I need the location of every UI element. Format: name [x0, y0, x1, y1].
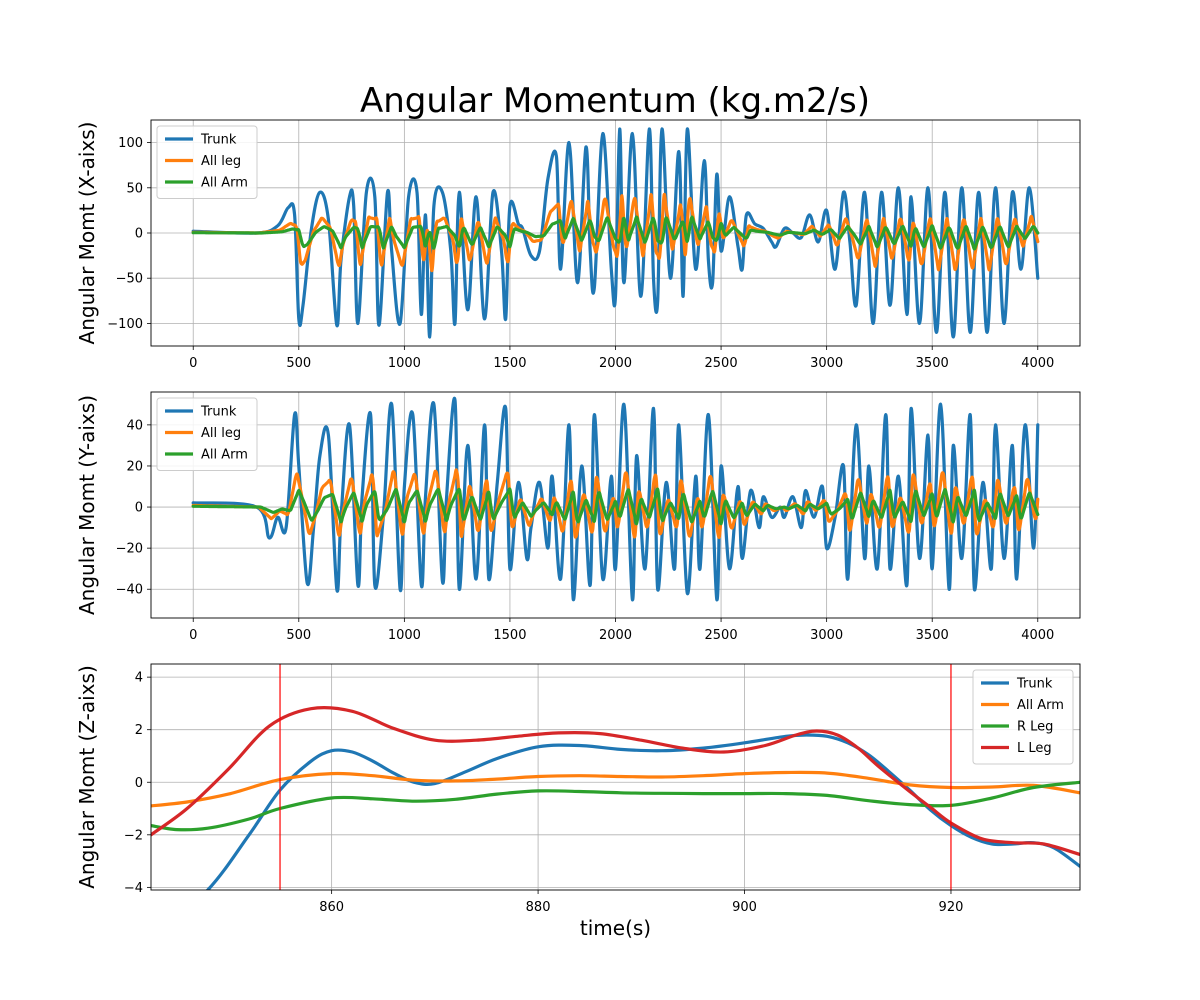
y-axis-label: Angular Momt (Y-aixs) [75, 395, 99, 615]
x-tick-label: 1000 [388, 356, 421, 371]
y-tick-label: −2 [124, 828, 143, 843]
series-line-r-leg [151, 780, 1080, 832]
y-axis-momentum-chart: 0 500 1000 1500 2000 2500 3000 3500 4000 −40 −20 0 2… [75, 391, 1081, 643]
y-tick-label: 0 [135, 227, 143, 242]
legend-label: All leg [201, 154, 241, 169]
y-tick-label: 4 [135, 671, 143, 686]
y-tick-label: 0 [135, 501, 143, 516]
x-tick-label: 900 [732, 900, 757, 915]
x-tick-label: 3000 [810, 356, 843, 371]
x-tick-label: 2000 [599, 356, 632, 371]
x-tick-label: 500 [286, 356, 311, 371]
series-line-trunk [191, 396, 1040, 602]
legend-label: Trunk [200, 405, 237, 420]
x-tick-label: 2000 [599, 628, 632, 643]
y-axis-label: Angular Momt (Z-aixs) [75, 665, 99, 889]
x-tick-label: 860 [319, 900, 344, 915]
series-line-all-arm [151, 770, 1080, 808]
x-tick-label: 3500 [916, 628, 949, 643]
x-tick-label: 3500 [916, 356, 949, 371]
y-tick-label: 50 [126, 181, 143, 196]
x-tick-label: 880 [526, 900, 551, 915]
y-tick-label: −20 [116, 542, 143, 557]
series-line-l-leg [151, 705, 1080, 857]
y-tick-label: 2 [135, 723, 143, 738]
series-line-trunk [191, 127, 1040, 339]
x-tick-label: 3000 [810, 628, 843, 643]
x-axis-label: time(s) [580, 916, 651, 940]
legend-label: All Arm [201, 176, 248, 191]
y-tick-label: 40 [126, 418, 143, 433]
legend: Trunk All leg All Arm [156, 397, 258, 471]
x-tick-label: 4000 [1021, 628, 1054, 643]
legend-label: All Arm [201, 448, 248, 463]
x-tick-label: 1000 [388, 628, 421, 643]
x-tick-label: 0 [189, 628, 197, 643]
y-tick-label: −50 [116, 272, 143, 287]
legend: Trunk All leg All Arm [156, 125, 258, 199]
legend: Trunk All Arm R Leg L Leg [972, 669, 1074, 765]
x-tick-label: 1500 [493, 356, 526, 371]
figure-title: Angular Momentum (kg.m2/s) [360, 81, 870, 121]
legend-label: All leg [201, 426, 241, 441]
y-tick-label: −40 [116, 583, 143, 598]
legend-label: R Leg [1017, 720, 1053, 735]
legend-label: Trunk [1016, 677, 1053, 692]
legend-label: All Arm [1017, 698, 1064, 713]
y-tick-label: 0 [135, 776, 143, 791]
axes-frame [150, 663, 1081, 891]
y-axis-label: Angular Momt (X-aixs) [75, 122, 99, 345]
x-tick-label: 0 [189, 356, 197, 371]
legend-label: L Leg [1017, 741, 1052, 756]
x-axis-momentum-chart: 0 500 1000 1500 2000 2500 3000 3500 4000 −100 −50 0… [75, 119, 1081, 371]
x-tick-label: 500 [286, 628, 311, 643]
series-line-trunk [205, 733, 1080, 890]
y-tick-label: 100 [118, 136, 143, 151]
series-line-all-arm [191, 487, 1040, 526]
axes-frame [150, 391, 1081, 619]
x-tick-label: 1500 [493, 628, 526, 643]
series-line-all-arm [191, 215, 1040, 251]
y-tick-label: −100 [107, 317, 143, 332]
y-tick-label: −4 [124, 881, 143, 896]
y-tick-label: 20 [126, 459, 143, 474]
x-tick-label: 2500 [705, 356, 738, 371]
axes-frame [150, 119, 1081, 347]
x-tick-label: 2500 [705, 628, 738, 643]
x-tick-label: 920 [939, 900, 964, 915]
z-axis-momentum-chart: 860 880 900 920 −4 −2 0 2 4 Angular Momt (Z-aixs)… [75, 663, 1081, 940]
legend-label: Trunk [200, 133, 237, 148]
x-tick-label: 4000 [1021, 356, 1054, 371]
